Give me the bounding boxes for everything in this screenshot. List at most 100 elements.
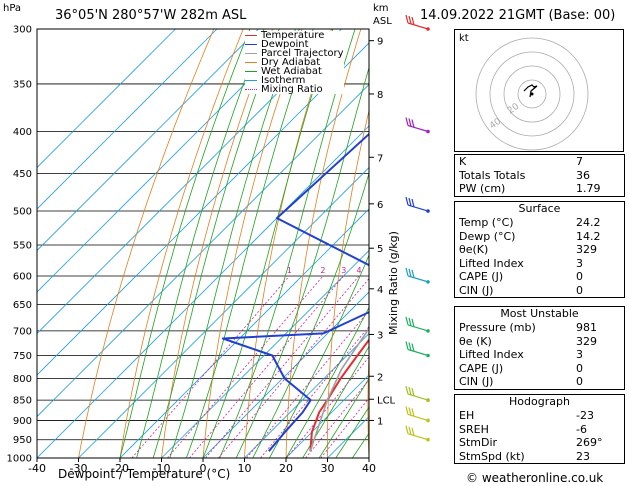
dry-adiabat-line [244, 29, 332, 458]
wind-barb [407, 204, 429, 212]
mixing-ratio-line [286, 356, 369, 458]
hodo-row: StmSpd (kt) 23 [459, 449, 590, 463]
mu-row: Pressure (mb) 981 [459, 321, 597, 334]
wind-barb-flag [405, 406, 409, 415]
isotherm-line [37, 125, 369, 458]
x-tick-label: 20 [279, 462, 293, 475]
km-tick-label: 7 [377, 153, 383, 164]
wind-barbs [405, 14, 430, 442]
x-tick-label: -40 [28, 462, 46, 475]
wind-barb-flag [405, 117, 409, 126]
legend-label: Mixing Ratio [261, 84, 323, 95]
isotherm-line [244, 332, 369, 458]
legend-label: Dry Adiabat [261, 57, 321, 68]
wind-barb-flag [411, 387, 415, 397]
dry-adiabat-line [161, 29, 273, 458]
copyright-text: © weatheronline.co.uk [466, 471, 604, 485]
isotherm-line [37, 83, 369, 418]
surface-row: Temp (°C) 24.2 [459, 216, 601, 229]
wet-adiabat-line [285, 306, 369, 458]
wet-adiabat-line [219, 29, 356, 458]
pressure-tick-label: 500 [13, 207, 32, 218]
legend-item: Mixing Ratio [245, 84, 344, 95]
dewpoint-curve [221, 132, 369, 452]
isotherm-line [37, 29, 301, 293]
mixing-ratio-label: 15 [430, 266, 440, 275]
legend-item: Dewpoint [245, 40, 344, 50]
pressure-tick-label: 700 [13, 326, 32, 337]
wind-barb-flag [408, 407, 412, 416]
dry-adiabat-line [367, 345, 369, 458]
wind-barb [407, 275, 429, 283]
datetime-title: 14.09.2022 21GMT (Base: 00) [420, 8, 616, 23]
mixing-ratio-line [167, 275, 324, 458]
wind-barb [407, 393, 429, 401]
x-axis-title: Dewpoint / Temperature (°C) [58, 467, 230, 481]
surface-table: Surface Temp (°C) 24.2 Dewp (°C) 14.2 θe(K… [454, 201, 625, 298]
pressure-tick-label: 750 [13, 351, 32, 362]
legend-label: Temperature [261, 30, 325, 41]
wet-adiabat-line [136, 29, 265, 458]
chart-curves: 12345810152025 [221, 132, 440, 452]
surface-row: CIN (J) 0 [459, 283, 583, 297]
hodograph-trace [523, 84, 538, 98]
wind-barb-flag [405, 341, 409, 350]
pressure-tick-label: 850 [13, 396, 32, 407]
isotherm-line [202, 291, 369, 458]
km-tick-label: 2 [377, 372, 383, 383]
mu-row: Lifted Index 3 [459, 348, 583, 361]
surface-row: Dewp (°C) 14.2 [459, 229, 601, 243]
pressure-tick-label: 900 [13, 416, 32, 427]
dry-adiabat-line [78, 29, 215, 458]
wind-barb-dot [426, 209, 430, 213]
wet-adiabat-line [252, 171, 369, 458]
mixing-ratio-label: 1 [287, 266, 292, 275]
parcel-trajectory-curve [309, 327, 369, 452]
hodograph-table-title: Hodograph [509, 395, 570, 408]
wind-barb-dot [426, 418, 430, 423]
wind-barb [407, 22, 429, 30]
chart-axes: 3003504004505005506006507007508008509009… [7, 25, 396, 476]
pressure-tick-label: 950 [13, 435, 32, 446]
legend-swatch [245, 35, 257, 36]
km-tick-label: 9 [377, 37, 383, 48]
x-tick-label: 0 [200, 462, 207, 475]
wind-barb-flag [411, 318, 415, 328]
hodo-row: SREH -6 [459, 422, 587, 436]
wind-barb-flag [411, 427, 415, 436]
surface-row: θe(K) 329 [459, 243, 597, 256]
wind-barb-flag [411, 198, 415, 208]
x-tick-label: 40 [362, 462, 376, 475]
index-totals: Totals Totals 36 [459, 168, 590, 182]
pressure-tick-label: 600 [13, 271, 32, 282]
pressure-tick-label: 650 [13, 300, 32, 311]
pressure-tick-label: 450 [13, 169, 32, 180]
mixing-ratio-label: 2 [320, 266, 325, 275]
pressure-tick-label: 800 [13, 374, 32, 385]
legend-label: Isotherm [261, 75, 306, 86]
mixing-ratio-line [246, 310, 369, 458]
hodograph-table: Hodograph EH -23 SREH -6 StmDir 269° StmSpd… [454, 394, 625, 464]
wind-barb-flag [411, 408, 415, 417]
legend-swatch [245, 62, 257, 63]
wind-barb-flag [408, 386, 412, 396]
wind-barb-flag [405, 385, 409, 395]
surface-title: Surface [518, 202, 561, 215]
most-unstable-title: Most Unstable [500, 307, 579, 320]
legend-swatch [245, 71, 257, 72]
wind-barb [407, 433, 429, 441]
isotherm-line [37, 29, 342, 335]
x-tick-label: -20 [111, 462, 129, 475]
legend-item: Wet Adiabat [245, 67, 344, 77]
wind-barb-dot [426, 353, 430, 358]
surface-row: Lifted Index 3 [459, 256, 583, 270]
wind-barb [407, 124, 429, 133]
mixing-ratio-axis-title: Mixing Ratio (g/kg) [387, 231, 400, 335]
isotherm-line [285, 374, 369, 458]
wind-barb-flag [411, 343, 415, 352]
mu-row: CIN (J) 0 [459, 375, 583, 388]
index-pw: PW (cm) 1.79 [459, 182, 601, 195]
wind-barb-flag [411, 269, 415, 279]
wind-barb-flag [405, 316, 409, 326]
